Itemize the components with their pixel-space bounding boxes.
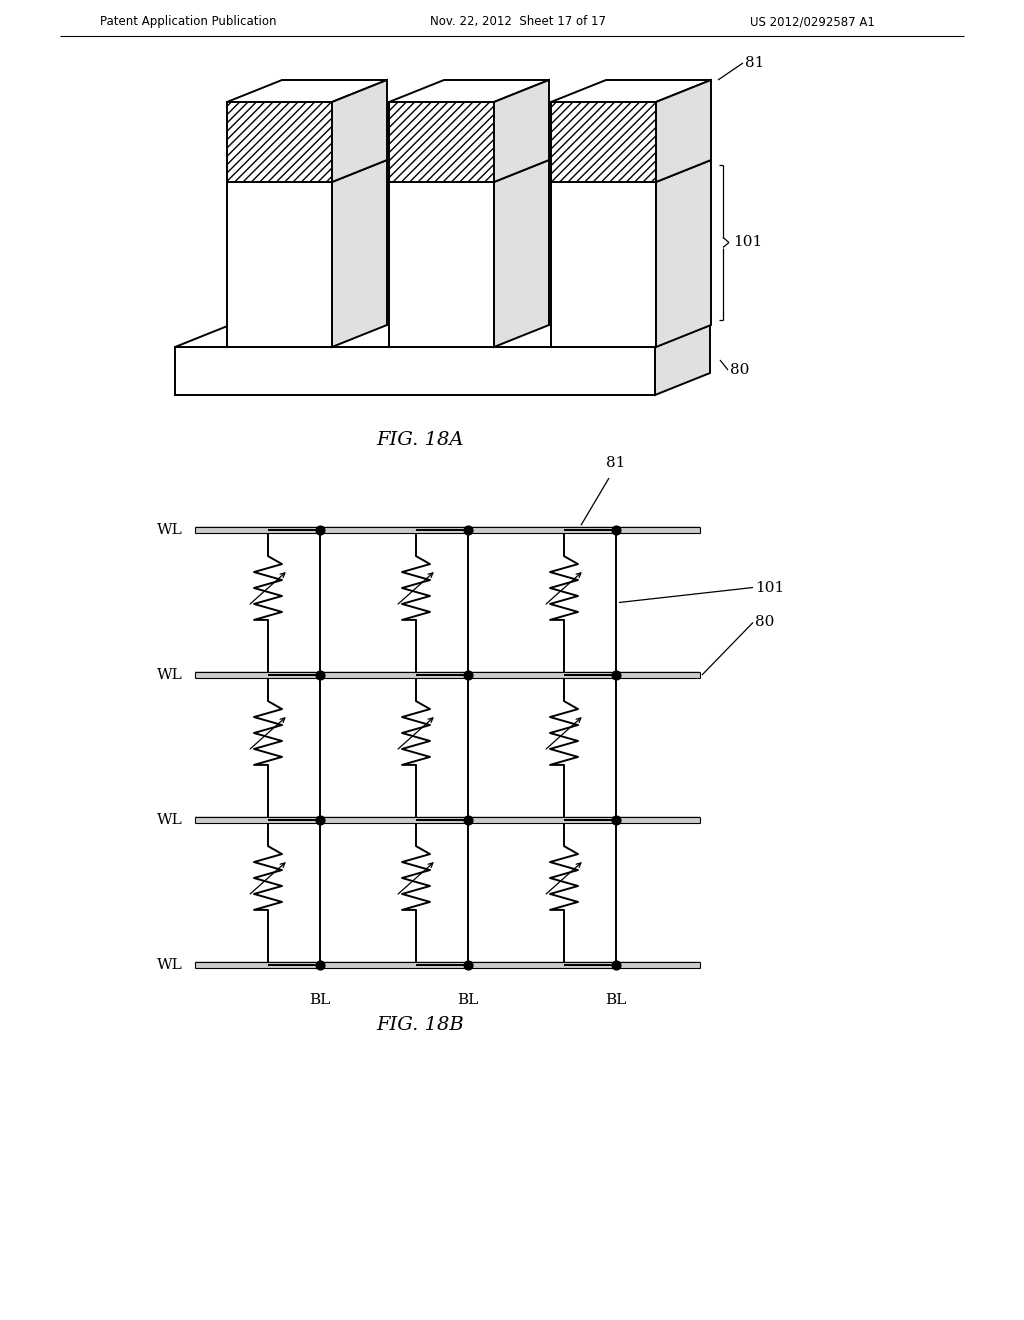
Text: FIG. 18B: FIG. 18B xyxy=(376,1016,464,1034)
Point xyxy=(608,520,625,541)
Polygon shape xyxy=(227,81,387,102)
Text: US 2012/0292587 A1: US 2012/0292587 A1 xyxy=(750,16,874,29)
Text: 80: 80 xyxy=(730,363,750,378)
Text: WL: WL xyxy=(158,668,183,682)
Polygon shape xyxy=(389,81,549,102)
Point xyxy=(460,664,476,685)
Polygon shape xyxy=(551,160,711,182)
Polygon shape xyxy=(227,102,332,182)
Text: BL: BL xyxy=(605,993,627,1007)
Polygon shape xyxy=(175,347,655,395)
Polygon shape xyxy=(551,81,711,102)
Polygon shape xyxy=(332,160,387,347)
Point xyxy=(460,809,476,830)
Point xyxy=(460,520,476,541)
Polygon shape xyxy=(656,160,711,347)
Polygon shape xyxy=(389,160,549,182)
Text: WL: WL xyxy=(158,813,183,828)
Point xyxy=(460,954,476,975)
Polygon shape xyxy=(389,182,494,347)
Text: FIG. 18A: FIG. 18A xyxy=(376,432,464,449)
Point xyxy=(311,809,328,830)
Point xyxy=(311,664,328,685)
Text: Nov. 22, 2012  Sheet 17 of 17: Nov. 22, 2012 Sheet 17 of 17 xyxy=(430,16,606,29)
Polygon shape xyxy=(551,182,656,347)
Polygon shape xyxy=(227,182,332,347)
Polygon shape xyxy=(389,102,494,182)
Text: BL: BL xyxy=(309,993,331,1007)
Polygon shape xyxy=(551,102,656,182)
Point xyxy=(311,954,328,975)
Point xyxy=(608,664,625,685)
Text: Patent Application Publication: Patent Application Publication xyxy=(100,16,276,29)
Text: 80: 80 xyxy=(755,615,774,630)
Point xyxy=(608,809,625,830)
Text: WL: WL xyxy=(158,958,183,972)
Polygon shape xyxy=(494,81,549,182)
Text: 81: 81 xyxy=(606,455,626,470)
Point xyxy=(311,520,328,541)
Text: 101: 101 xyxy=(755,581,784,594)
Point xyxy=(608,954,625,975)
Polygon shape xyxy=(655,325,710,395)
Polygon shape xyxy=(332,81,387,182)
Polygon shape xyxy=(175,325,710,347)
Polygon shape xyxy=(227,160,387,182)
Text: BL: BL xyxy=(458,993,478,1007)
Text: 101: 101 xyxy=(733,235,762,249)
Text: 81: 81 xyxy=(745,55,764,70)
Polygon shape xyxy=(494,160,549,347)
Text: WL: WL xyxy=(158,523,183,537)
Polygon shape xyxy=(656,81,711,182)
